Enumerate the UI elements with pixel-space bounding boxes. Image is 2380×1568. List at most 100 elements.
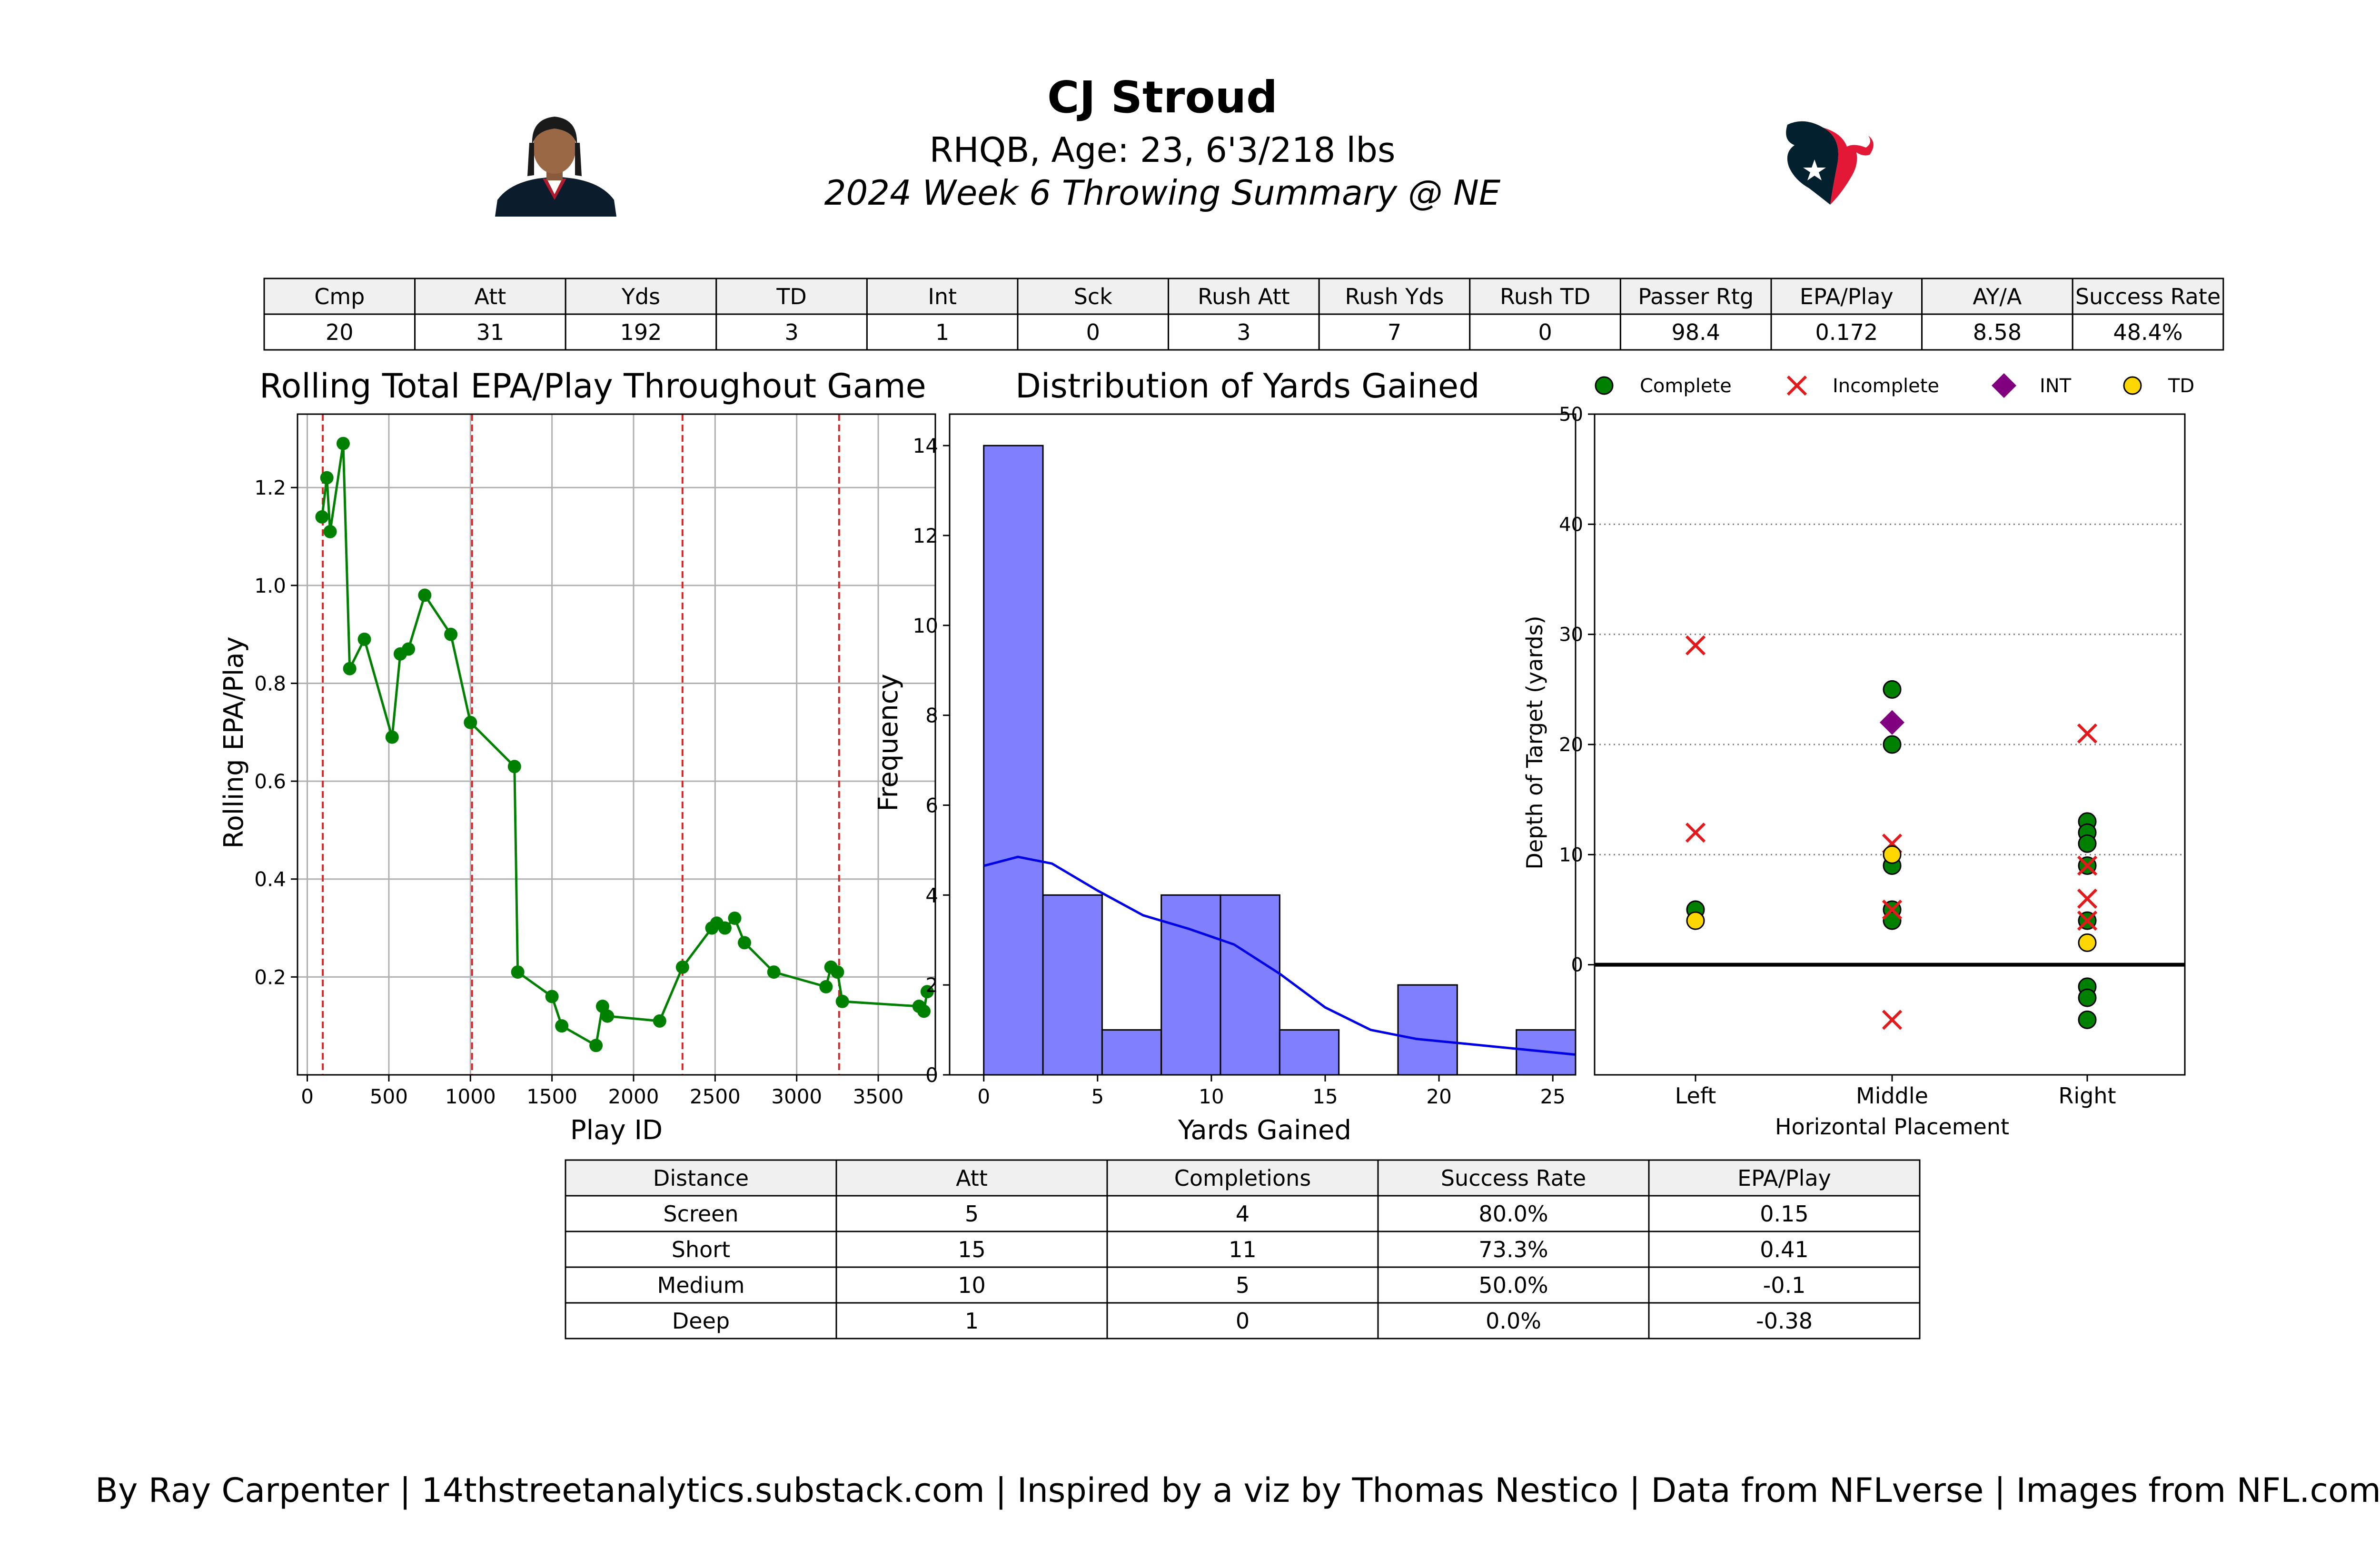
distance-table-cell (835, 1302, 1108, 1340)
stats-table-cell (2072, 313, 2224, 351)
stats-table-value: 20 (326, 319, 354, 345)
footer-credits: By Ray Carpenter | 14thstreetanalytics.s… (95, 1471, 2380, 1510)
hist-chart-xlabel: Yards Gained (1178, 1115, 1351, 1146)
incomplete-pass-marker (1882, 1010, 1903, 1030)
histogram-bar (1101, 1029, 1162, 1076)
x-tick-label: 5 (1091, 1085, 1104, 1108)
epa-point (464, 715, 477, 729)
x-category-label: Middle (1856, 1083, 1928, 1109)
histogram-bar (1160, 894, 1221, 1076)
distance-table-cell (565, 1231, 837, 1268)
distance-table-cell (1377, 1231, 1650, 1268)
distance-table-value: 5 (1236, 1272, 1250, 1298)
epa-point (920, 985, 934, 999)
legend-label-incomplete: Incomplete (1833, 375, 1939, 397)
legend-label-complete: Complete (1640, 375, 1732, 397)
epa-point (831, 965, 844, 979)
epa-point (767, 965, 781, 979)
epa-point (589, 1039, 603, 1052)
complete-pass-marker (1883, 680, 1902, 699)
stats-table-value: 192 (620, 319, 662, 345)
epa-point (728, 911, 742, 925)
epa-point (545, 990, 559, 1003)
stats-table-header: Sck (1074, 284, 1112, 309)
stats-table-cell (1921, 278, 2073, 315)
y-tick-label: 8 (925, 704, 938, 727)
x-tick-label: 3500 (853, 1085, 904, 1108)
distance-table-value: 11 (1229, 1237, 1257, 1262)
stats-table-value: 3 (1237, 319, 1250, 345)
epa-point (385, 730, 399, 744)
distance-table-value: Short (672, 1237, 730, 1262)
distance-table-cell (1648, 1302, 1921, 1340)
distance-table-cell (565, 1266, 837, 1304)
epa-point (675, 960, 689, 974)
distance-table-cell (1648, 1195, 1921, 1232)
stats-table-cell (2072, 278, 2224, 315)
epa-point (343, 662, 357, 675)
distance-table-cell (565, 1302, 837, 1340)
stats-table-cell (1921, 313, 2073, 351)
epa-chart-title: Rolling Total EPA/Play Throughout Game (259, 367, 926, 406)
stats-table-header: Att (475, 284, 506, 309)
stats-table-cell (1469, 313, 1621, 351)
stats-table-cell (1318, 278, 1471, 315)
complete-pass-marker (2078, 834, 2097, 853)
distance-table-cell (1106, 1195, 1379, 1232)
stats-table-value: 3 (784, 319, 798, 345)
stats-table-cell (1619, 313, 1772, 351)
stats-table-value: 0 (1538, 319, 1552, 345)
distance-table-cell (1106, 1159, 1379, 1197)
y-tick-label: 50 (1559, 404, 1583, 426)
interception-marker (1880, 710, 1904, 735)
x-tick-label: 2000 (608, 1085, 659, 1108)
distance-table-header: EPA/Play (1737, 1165, 1831, 1191)
stats-table-value: 98.4 (1671, 319, 1720, 345)
distance-table-header: Distance (653, 1165, 749, 1191)
distance-table-value: 10 (958, 1272, 986, 1298)
stats-table-header: Rush TD (1500, 284, 1590, 309)
distance-table-value: 15 (958, 1237, 986, 1262)
hist-chart-title: Distribution of Yards Gained (1015, 367, 1480, 406)
epa-point (917, 1004, 931, 1018)
complete-pass-marker (1883, 735, 1902, 754)
distance-table-value: 80.0% (1478, 1201, 1548, 1227)
x-tick-label: 500 (370, 1085, 408, 1108)
player-info: RHQB, Age: 23, 6'3/218 lbs (930, 130, 1396, 170)
x-tick-label: 3000 (771, 1085, 822, 1108)
distance-table-value: -0.38 (1756, 1308, 1813, 1334)
distance-table-value: 0.41 (1760, 1237, 1808, 1262)
epa-point (601, 1009, 615, 1023)
y-tick-label: 10 (1559, 844, 1583, 866)
touchdown-marker (1686, 911, 1705, 930)
y-tick-label: 10 (913, 614, 938, 637)
hist-chart-ylabel: Frequency (873, 674, 904, 811)
stats-table-value: 31 (476, 319, 505, 345)
distance-table-cell (835, 1231, 1108, 1268)
legend-marker-td (2123, 376, 2142, 395)
epa-point (555, 1019, 569, 1033)
x-tick-label: 20 (1426, 1085, 1451, 1108)
stats-table-header: Passer Rtg (1638, 284, 1754, 309)
stats-table-header: TD (776, 284, 807, 309)
stats-table-header: Int (928, 284, 957, 309)
target-depth-scatter: Left Middle Right 0 10 20 30 40 50 (1559, 404, 2186, 1109)
legend-marker-complete (1595, 376, 1614, 395)
distance-table-cell (1106, 1231, 1379, 1268)
histogram-bar (983, 445, 1044, 1076)
distance-table-cell (1377, 1266, 1650, 1304)
x-tick-label: 0 (977, 1085, 990, 1108)
y-tick-label: 6 (925, 794, 938, 817)
touchdown-marker (1883, 845, 1902, 864)
stats-table-value: 8.58 (1973, 319, 2022, 345)
legend-label-int: INT (2040, 375, 2072, 397)
epa-point (323, 525, 337, 538)
y-tick-label: 4 (925, 883, 938, 907)
distance-table-value: Screen (663, 1201, 738, 1227)
epa-point (718, 921, 732, 935)
epa-point (653, 1014, 666, 1028)
distance-table-value: Medium (657, 1272, 745, 1298)
y-tick-label: 0.4 (254, 868, 286, 891)
y-tick-label: 1.0 (254, 574, 286, 597)
scatter-xlabel: Horizontal Placement (1775, 1114, 2009, 1140)
